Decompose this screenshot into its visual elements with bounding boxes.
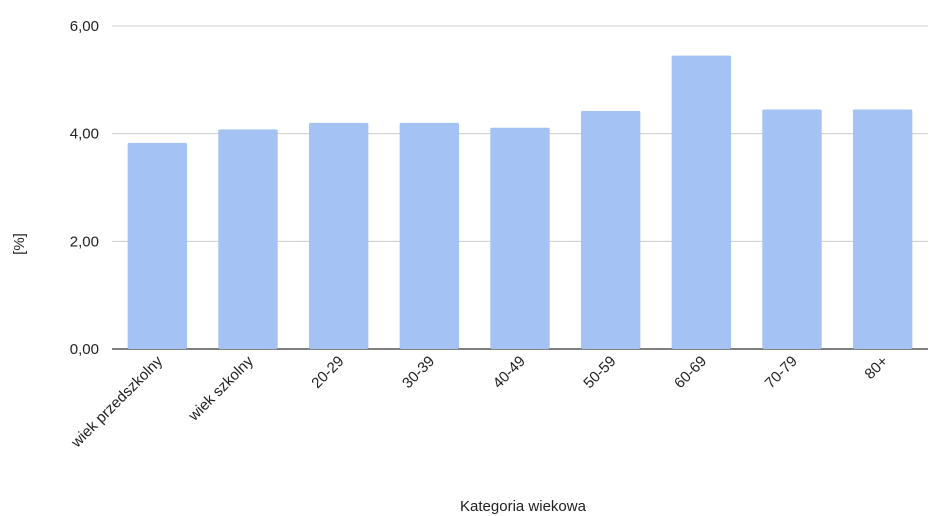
bars — [127, 55, 913, 350]
bar — [852, 109, 913, 349]
y-tick-label: 2,00 — [70, 233, 99, 250]
bar — [308, 122, 369, 350]
x-tick-label: 70-79 — [762, 353, 801, 392]
bar — [671, 55, 732, 349]
x-tick-label: wiek przedszkolny — [67, 352, 166, 451]
x-tick-label: 60-69 — [671, 353, 710, 392]
x-axis-title: Kategoria wiekowa — [460, 498, 587, 515]
y-tick-label: 0,00 — [70, 341, 99, 358]
y-tick-label: 6,00 — [70, 18, 99, 35]
bar — [490, 127, 550, 350]
bar — [762, 109, 822, 349]
y-tick-label: 4,00 — [70, 126, 99, 143]
x-tick-label: 40-49 — [490, 353, 529, 392]
bar — [399, 122, 460, 350]
y-axis-ticks: 0,00 2,00 4,00 6,00 — [70, 18, 99, 358]
x-tick-label: wiek szkolny — [185, 352, 258, 425]
x-tick-label: 80+ — [861, 353, 891, 383]
bar — [218, 129, 278, 349]
x-tick-label: 30-39 — [399, 353, 438, 392]
bar — [127, 142, 188, 349]
x-axis-ticks: wiek przedszkolny wiek szkolny 20-29 30-39 4… — [67, 352, 891, 451]
y-axis-title: [%] — [11, 233, 28, 255]
x-tick-label: 20-29 — [308, 353, 347, 392]
x-tick-label: 50-59 — [580, 353, 619, 392]
bar — [580, 111, 641, 349]
